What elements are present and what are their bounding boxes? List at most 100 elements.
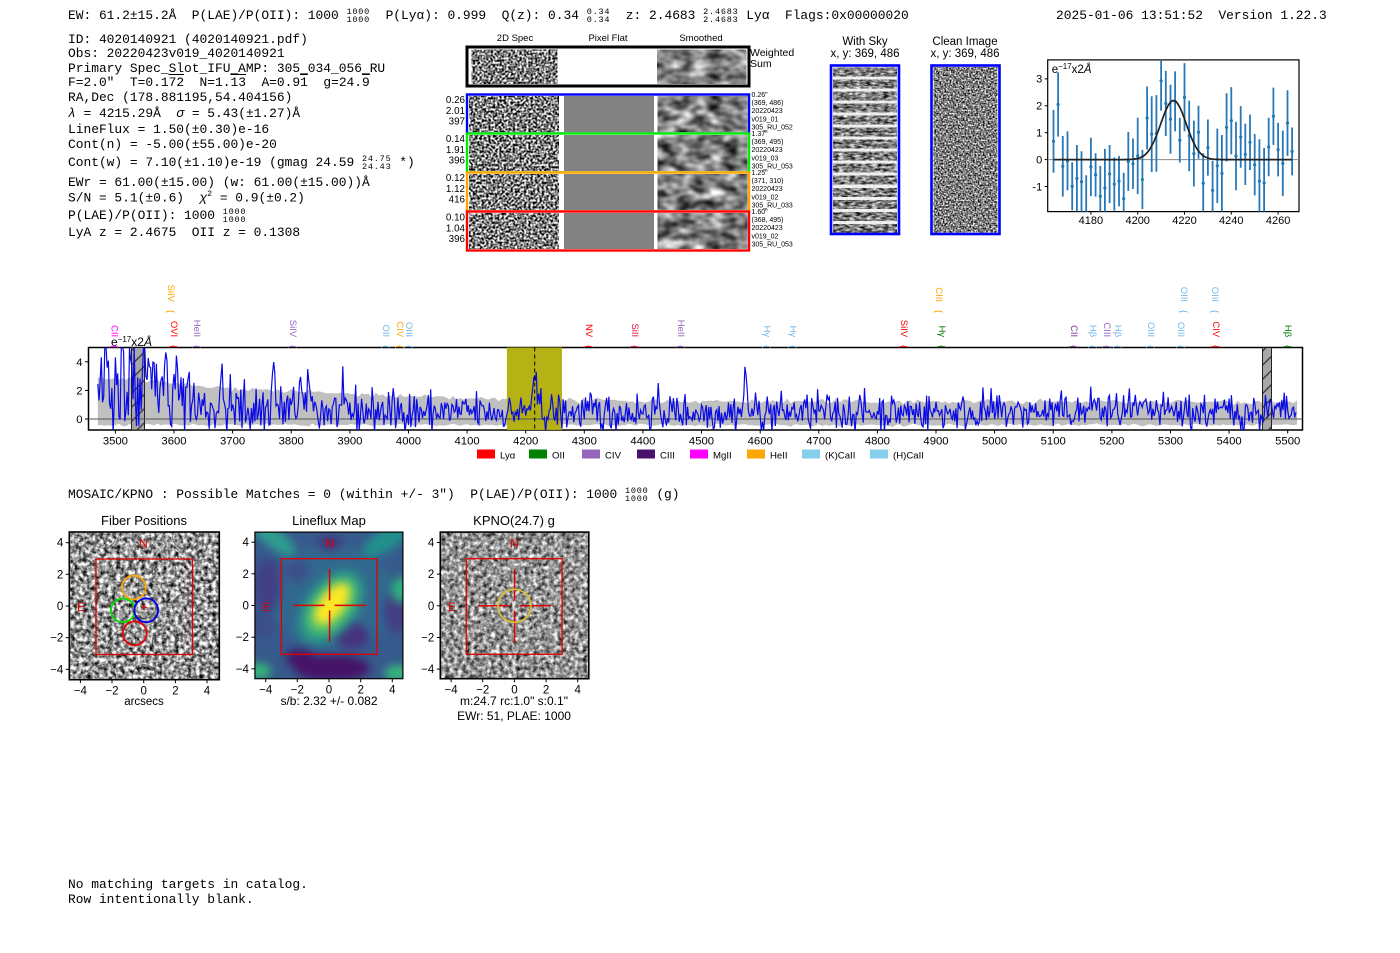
svg-text:v019_01: v019_01 [752, 116, 779, 123]
svg-text:1.91: 1.91 [446, 145, 465, 156]
svg-text:4200: 4200 [1125, 215, 1149, 227]
svg-text:305_RU_053: 305_RU_053 [752, 241, 793, 248]
svg-text:{: { [1178, 310, 1189, 313]
svg-text:2.01: 2.01 [446, 106, 465, 117]
svg-text:397: 397 [449, 117, 465, 128]
svg-text:4700: 4700 [806, 436, 831, 448]
svg-text:OIII: OIII [1175, 322, 1186, 337]
svg-text:CIV: CIV [1210, 321, 1221, 338]
svg-text:Hβ: Hβ [1282, 325, 1293, 338]
svg-text:2: 2 [57, 569, 63, 581]
svg-text:305_RU_033: 305_RU_033 [752, 202, 793, 209]
svg-text:{: { [1210, 345, 1221, 348]
svg-text:CIII: CIII [933, 287, 944, 302]
svg-text:−4: −4 [236, 664, 250, 676]
svg-text:{: { [1175, 345, 1186, 348]
svg-text:4400: 4400 [630, 436, 655, 448]
svg-text:−2: −2 [236, 632, 249, 644]
svg-text:Hγ: Hγ [787, 326, 798, 338]
svg-text:416: 416 [449, 195, 466, 206]
svg-text:E: E [77, 600, 85, 614]
svg-text:CII: CII [109, 325, 120, 337]
svg-text:4300: 4300 [572, 436, 597, 448]
svg-text:{: { [1282, 345, 1293, 348]
svg-text:{: { [787, 345, 798, 348]
svg-text:N: N [325, 537, 334, 551]
svg-text:{: { [403, 345, 414, 348]
svg-text:{: { [1101, 345, 1112, 348]
svg-text:{: { [675, 345, 686, 348]
svg-text:396: 396 [449, 156, 466, 167]
svg-text:MgII: MgII [713, 451, 732, 462]
svg-text:OIII: OIII [403, 322, 414, 337]
svg-text:4100: 4100 [455, 436, 480, 448]
svg-text:{: { [394, 345, 405, 348]
svg-text:−2: −2 [291, 685, 304, 697]
svg-text:e−17x2Å: e−17x2Å [1052, 61, 1092, 76]
svg-text:CIII: CIII [660, 451, 675, 462]
svg-text:20220423: 20220423 [752, 147, 783, 154]
svg-text:Hβ: Hβ [1112, 325, 1123, 338]
svg-text:OII: OII [380, 325, 391, 338]
svg-text:CIV: CIV [605, 451, 622, 462]
svg-text:4800: 4800 [865, 436, 890, 448]
svg-text:−4: −4 [445, 685, 459, 697]
svg-text:3900: 3900 [337, 436, 362, 448]
svg-text:4: 4 [389, 685, 396, 697]
svg-text:2: 2 [1036, 101, 1042, 113]
svg-text:E: E [262, 600, 270, 614]
svg-text:4240: 4240 [1219, 215, 1243, 227]
svg-text:{: { [761, 345, 772, 348]
svg-text:1.12: 1.12 [446, 184, 465, 195]
svg-text:5300: 5300 [1158, 436, 1183, 448]
svg-text:(371, 310): (371, 310) [752, 178, 784, 185]
svg-text:0.26: 0.26 [446, 95, 466, 106]
svg-text:3700: 3700 [220, 436, 245, 448]
svg-text:+: + [140, 600, 148, 615]
svg-text:4: 4 [204, 686, 211, 698]
svg-text:{: { [1112, 345, 1123, 348]
svg-text:4: 4 [574, 685, 581, 697]
svg-text:{: { [191, 345, 202, 348]
svg-text:E: E [448, 600, 456, 614]
svg-text:20220423: 20220423 [752, 186, 783, 193]
svg-text:2: 2 [428, 569, 434, 581]
svg-text:(369, 495): (369, 495) [752, 139, 784, 146]
svg-text:Lyα: Lyα [500, 451, 516, 462]
svg-text:Hγ: Hγ [936, 326, 947, 338]
svg-text:1.60": 1.60" [752, 209, 769, 216]
svg-text:5200: 5200 [1099, 436, 1124, 448]
svg-text:−4: −4 [259, 685, 273, 697]
svg-text:{: { [629, 345, 640, 348]
svg-text:4: 4 [76, 357, 82, 369]
svg-text:{: { [936, 345, 947, 348]
svg-text:0.12: 0.12 [446, 173, 465, 184]
svg-text:0.14: 0.14 [446, 134, 466, 145]
svg-text:OIII: OIII [1178, 287, 1189, 302]
svg-text:(368, 495): (368, 495) [752, 217, 784, 224]
svg-text:4260: 4260 [1266, 215, 1290, 227]
svg-text:HeII: HeII [770, 451, 788, 462]
svg-text:20220423: 20220423 [752, 225, 783, 232]
svg-text:0.10: 0.10 [446, 213, 466, 224]
svg-text:{: { [380, 345, 391, 348]
svg-text:2: 2 [76, 385, 82, 397]
svg-text:OVI: OVI [168, 321, 179, 337]
svg-text:{: { [1087, 345, 1098, 348]
svg-text:{: { [287, 345, 298, 348]
svg-text:−2: −2 [105, 686, 118, 698]
svg-text:4: 4 [428, 538, 435, 550]
svg-text:0: 0 [1036, 154, 1042, 166]
svg-text:Hβ: Hβ [1087, 325, 1098, 338]
svg-text:0: 0 [428, 601, 434, 613]
svg-text:1.04: 1.04 [446, 223, 466, 234]
svg-text:HeII: HeII [675, 320, 686, 337]
svg-text:Hγ: Hγ [761, 326, 772, 338]
svg-text:{: { [168, 345, 179, 348]
svg-text:SiII: SiII [629, 323, 640, 337]
svg-text:−4: −4 [74, 686, 88, 698]
svg-text:{: { [1209, 310, 1220, 313]
svg-text:(369, 486): (369, 486) [752, 100, 784, 107]
svg-text:2: 2 [172, 686, 178, 698]
svg-text:0.26": 0.26" [752, 92, 769, 99]
